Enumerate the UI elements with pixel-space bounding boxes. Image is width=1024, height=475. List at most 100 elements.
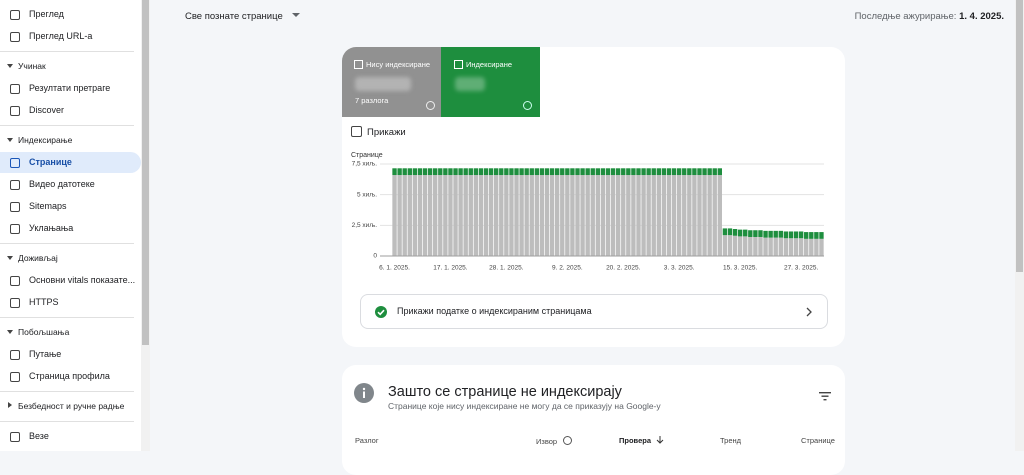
blurred-count — [355, 77, 411, 91]
nav-item[interactable]: HTTPS — [29, 297, 59, 307]
bar-segment — [646, 168, 651, 176]
bar-segment — [819, 238, 824, 256]
nav-item[interactable]: Преглед URL-a — [29, 31, 93, 41]
nav-item[interactable]: Основни vitals показате... — [29, 275, 136, 285]
bar-segment — [504, 168, 509, 176]
help-icon[interactable] — [426, 101, 435, 110]
section-title[interactable]: Побољшања — [18, 327, 70, 337]
bar-segment — [488, 175, 494, 256]
bar-segment — [702, 168, 707, 176]
bar-segment — [524, 175, 529, 256]
bar-segment — [412, 168, 418, 176]
nav-icon — [10, 158, 20, 168]
nav-icon — [10, 106, 20, 116]
last-updated: Последње ажурирање: 1. 4. 2025. — [855, 11, 1004, 22]
bar-segment — [570, 168, 575, 176]
section-title[interactable]: Учинак — [18, 61, 46, 71]
sidebar-scrollbar[interactable] — [141, 0, 150, 451]
bar-segment — [717, 175, 722, 256]
bar-segment — [697, 175, 702, 256]
bar-segment — [483, 175, 489, 256]
nav-item[interactable]: Странице — [29, 157, 72, 167]
section-title[interactable]: Безбедност и ручне радње — [18, 401, 125, 411]
indexed-tab[interactable]: Индексиране — [441, 47, 540, 117]
y-tick-label: 7,5 хиљ. — [352, 161, 378, 168]
section-title[interactable]: Доживљај — [18, 253, 58, 263]
help-icon[interactable] — [523, 101, 532, 110]
bar-segment — [575, 168, 580, 176]
bar-segment — [651, 175, 656, 256]
show-toggle[interactable]: Прикажи — [351, 126, 406, 138]
column-label: Извор — [536, 437, 558, 446]
bar-segment — [524, 168, 529, 176]
bar-segment — [615, 175, 621, 256]
bar-segment — [519, 168, 524, 176]
nav-item[interactable]: Страница профила — [29, 371, 110, 381]
bar-segment — [529, 175, 534, 256]
details-link[interactable]: Прикажи податке о индексираним страницам… — [360, 294, 828, 329]
filter-icon[interactable] — [819, 391, 831, 401]
bar-segment — [402, 175, 407, 256]
bar-segment — [463, 168, 468, 176]
column-header[interactable]: Провера — [619, 436, 664, 445]
nav-item[interactable]: Видео датотеке — [29, 179, 95, 189]
bar-segment — [504, 175, 509, 256]
nav-item[interactable]: Путање — [29, 349, 62, 359]
bar-segment — [427, 168, 433, 176]
x-tick-label: 27. 3. 2025. — [784, 265, 819, 272]
bar-segment — [722, 235, 728, 256]
checkbox[interactable] — [351, 126, 362, 137]
bar-segment — [748, 236, 753, 256]
bar-segment — [783, 231, 789, 239]
bar-segment — [458, 175, 463, 256]
issues-subtitle: Странице које нису индексиране не могу д… — [388, 401, 661, 411]
bar-segment — [783, 238, 789, 256]
bar-segment — [748, 230, 753, 237]
nav-item[interactable]: Уклањања — [29, 223, 74, 233]
column-header[interactable]: Извор — [536, 436, 573, 446]
not-indexed-tab[interactable]: Нису индексиране 7 разлога — [342, 47, 441, 117]
scroll-thumb[interactable] — [142, 0, 149, 345]
column-header[interactable]: Странице — [801, 436, 835, 445]
updated-date: 1. 4. 2025. — [959, 11, 1004, 22]
bar-segment — [392, 168, 397, 176]
bar-segment — [585, 175, 590, 256]
bar-segment — [499, 168, 504, 176]
bar-segment — [392, 175, 397, 256]
help-icon[interactable] — [563, 436, 573, 445]
nav-item[interactable]: Преглед — [29, 9, 64, 19]
bar-segment — [509, 175, 514, 256]
column-header[interactable]: Разлог — [355, 436, 379, 445]
bar-segment — [397, 168, 402, 176]
nav-item[interactable]: Discover — [29, 105, 65, 115]
scroll-thumb[interactable] — [1016, 0, 1023, 272]
section-title[interactable]: Индексирање — [18, 135, 73, 145]
bar-segment — [758, 236, 763, 256]
nav-item[interactable]: Резултати претраге — [29, 83, 111, 93]
bar-segment — [763, 237, 768, 256]
section-arrow — [7, 256, 13, 263]
bar-segment — [717, 168, 722, 176]
filter-dropdown[interactable]: Све познате странице — [185, 11, 300, 22]
x-tick-label: 3. 3. 2025. — [664, 265, 695, 272]
selected-highlight — [0, 152, 141, 173]
nav-item[interactable]: Sitemaps — [29, 201, 67, 211]
bar-segment — [417, 168, 423, 176]
bar-segment — [438, 168, 443, 176]
nav-item[interactable]: Везе — [29, 431, 49, 441]
bar-segment — [427, 175, 433, 256]
bar-segment — [407, 175, 412, 256]
bar-segment — [534, 175, 540, 256]
bar-segment — [712, 168, 717, 176]
series-name: Индексиране — [466, 60, 513, 69]
column-header[interactable]: Тренд — [720, 436, 742, 445]
bar-segment — [529, 168, 534, 176]
bar-segment — [514, 175, 519, 256]
bar-segment — [473, 175, 479, 256]
main-scrollbar[interactable] — [1015, 0, 1024, 451]
y-tick-label: 2,5 хиљ. — [352, 222, 378, 229]
bar-segment — [676, 168, 682, 176]
bar-segment — [509, 168, 514, 176]
bar-segment — [682, 168, 687, 176]
bar-segment — [671, 168, 677, 176]
